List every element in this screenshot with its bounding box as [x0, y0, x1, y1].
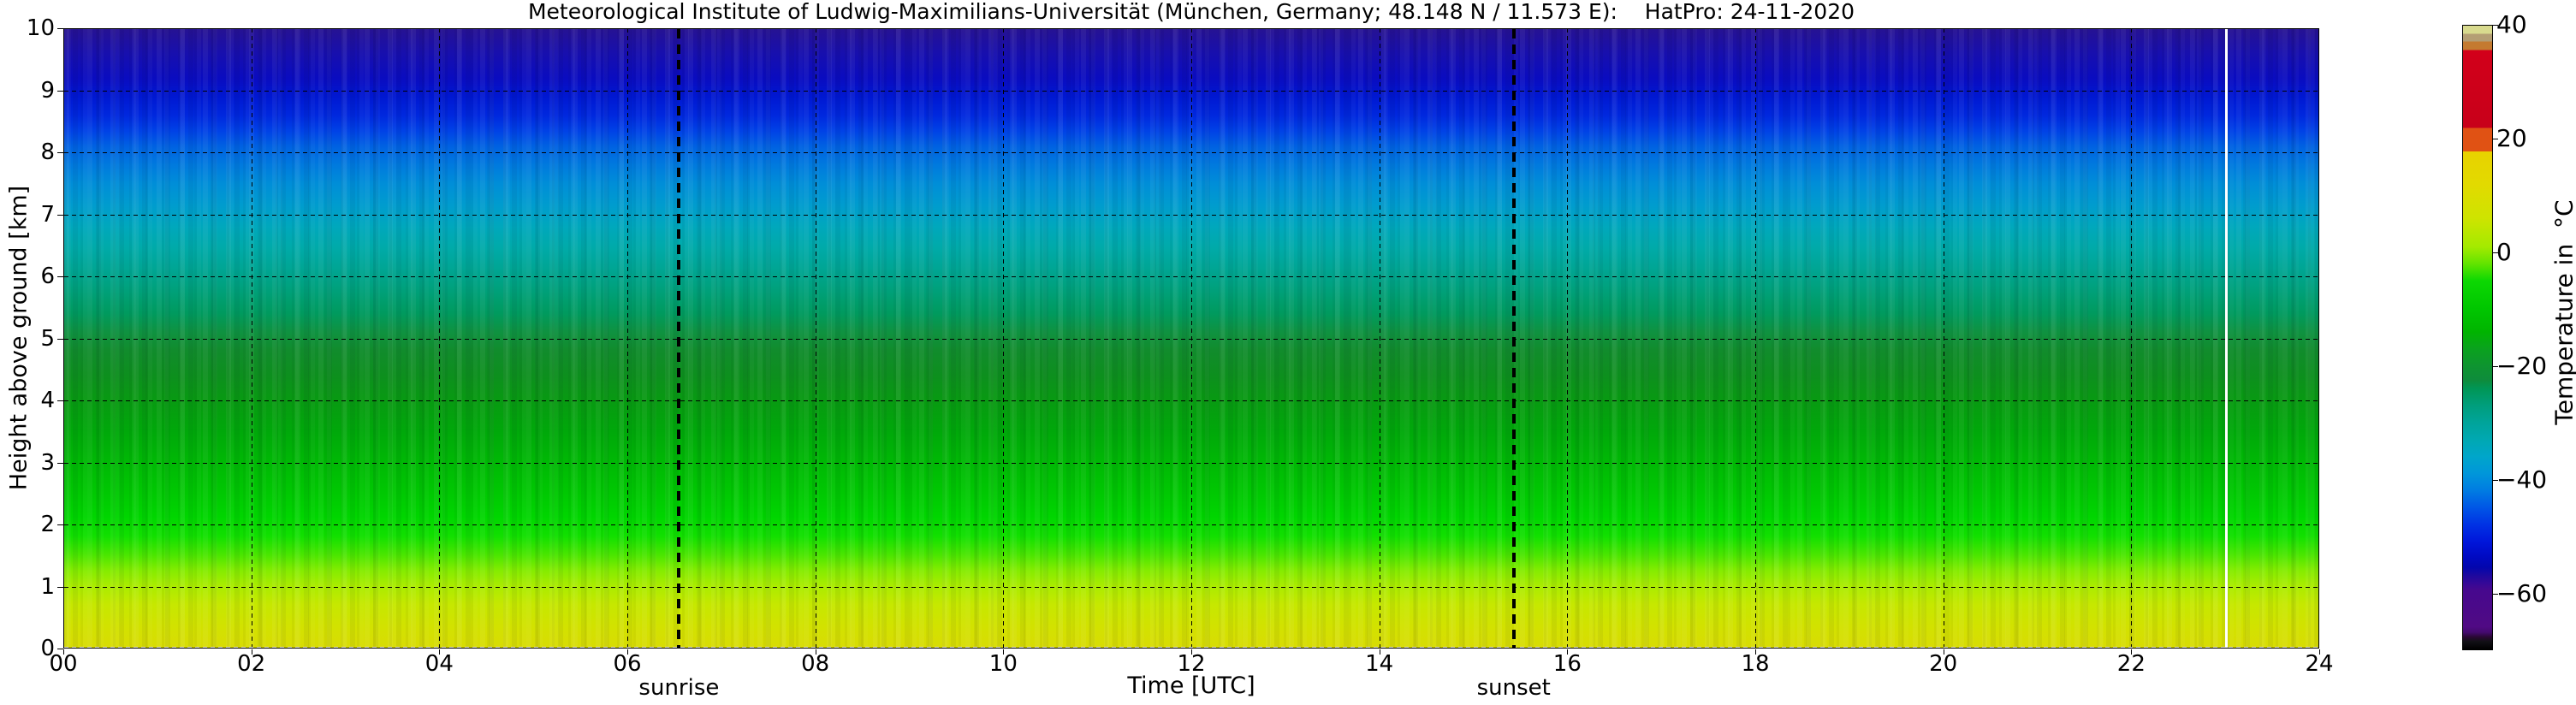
x-tick-label: 16: [1552, 651, 1582, 677]
y-tick-mark: [57, 152, 63, 153]
colorbar-tick-mark: [2493, 366, 2498, 367]
sunrise-line: [677, 29, 680, 648]
colorbar-label: Temperature in °C: [2549, 199, 2576, 425]
y-gridline: [64, 586, 2318, 588]
y-gridline: [64, 462, 2318, 464]
chart-title: Meteorological Institute of Ludwig-Maxim…: [527, 0, 1855, 24]
x-tick-label: 18: [1741, 651, 1770, 677]
y-tick-mark: [57, 276, 63, 277]
y-tick-label: 8: [40, 139, 55, 165]
y-tick-mark: [57, 339, 63, 340]
x-tick-mark: [2319, 649, 2320, 655]
x-tick-mark: [1003, 649, 1004, 655]
y-gridline: [64, 338, 2318, 340]
y-tick-label: 1: [40, 573, 55, 600]
x-tick-mark: [439, 649, 440, 655]
y-gridline: [64, 276, 2318, 277]
x-tick-label: 14: [1365, 651, 1394, 677]
y-tick-label: 5: [40, 325, 55, 352]
x-tick-mark: [1191, 649, 1192, 655]
y-tick-label: 7: [40, 201, 55, 228]
y-tick-label: 6: [40, 264, 55, 289]
x-tick-label: 04: [424, 651, 454, 677]
y-tick-label: 10: [26, 15, 55, 41]
sunrise-label: sunrise: [638, 675, 720, 701]
colorbar-tick-label: 0: [2496, 237, 2512, 266]
x-tick-label: 24: [2305, 651, 2334, 677]
sunset-label: sunset: [1476, 675, 1551, 701]
x-tick-mark: [63, 649, 64, 655]
colorbar-tick-label: −20: [2496, 351, 2548, 380]
colorbar-tick-mark: [2493, 25, 2498, 26]
colorbar-tick-label: 40: [2496, 10, 2527, 39]
x-tick-label: 22: [2116, 651, 2146, 677]
x-tick-label: 08: [801, 651, 830, 677]
x-tick-label: 12: [1177, 651, 1206, 677]
y-gridline: [64, 152, 2318, 153]
y-tick-label: 4: [40, 388, 55, 413]
y-tick-label: 2: [40, 512, 55, 537]
x-tick-label: 10: [988, 651, 1018, 677]
y-tick-mark: [57, 215, 63, 216]
y-tick-mark: [57, 28, 63, 29]
x-tick-label: 00: [49, 651, 78, 677]
event-line-23utc: [2225, 29, 2228, 648]
colorbar-tick-label: 20: [2496, 123, 2527, 152]
y-tick-label: 3: [40, 449, 55, 476]
x-axis-label: Time [UTC]: [1127, 672, 1255, 699]
x-tick-mark: [627, 649, 628, 655]
x-tick-mark: [2131, 649, 2132, 655]
x-tick-label: 06: [613, 651, 642, 677]
y-gridline-surface: [64, 647, 2318, 648]
sunset-line: [1512, 29, 1516, 648]
y-tick-mark: [57, 91, 63, 92]
y-gridline: [64, 90, 2318, 92]
x-tick-mark: [1755, 649, 1756, 655]
colorbar-tick-mark: [2493, 252, 2498, 253]
x-tick-label: 20: [1929, 651, 1958, 677]
colorbar-tick-mark: [2493, 594, 2498, 595]
x-tick-label: 02: [237, 651, 266, 677]
y-tick-mark: [57, 400, 63, 401]
y-tick-label: 0: [40, 636, 55, 661]
y-tick-mark: [57, 587, 63, 588]
y-tick-mark: [57, 463, 63, 464]
colorbar-tick-label: −40: [2496, 465, 2548, 494]
colorbar: [2462, 25, 2493, 650]
y-tick-label: 9: [40, 77, 55, 104]
colorbar-tick-label: −60: [2496, 578, 2548, 607]
y-gridline: [64, 524, 2318, 525]
y-gridline: [64, 214, 2318, 216]
x-tick-mark: [1567, 649, 1568, 655]
colorbar-tick-mark: [2493, 480, 2498, 481]
y-tick-mark: [57, 524, 63, 525]
y-gridline: [64, 400, 2318, 401]
